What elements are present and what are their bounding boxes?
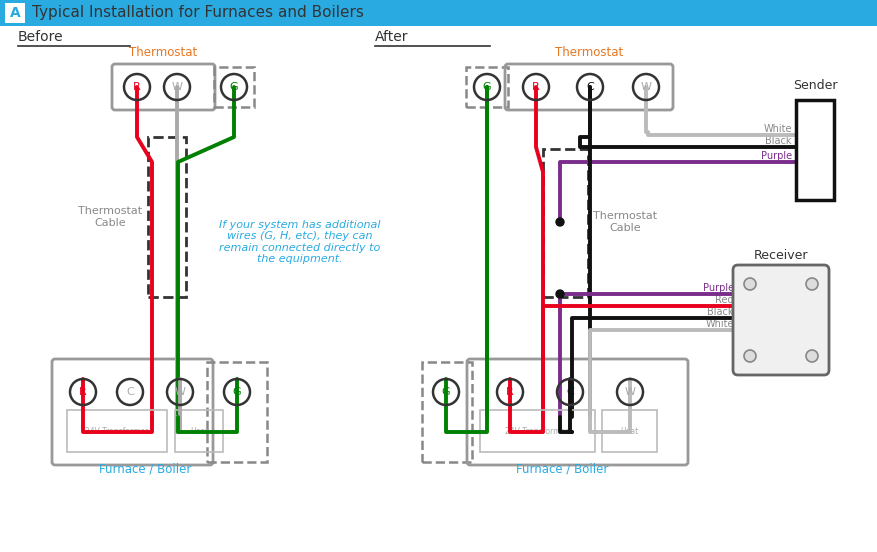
- Bar: [796, 100, 834, 200]
- Bar: [602, 410, 657, 452]
- Text: Sender: Sender: [793, 79, 838, 92]
- Text: W: W: [624, 387, 636, 397]
- Bar: [466, 67, 508, 107]
- Text: R: R: [532, 82, 540, 92]
- Text: Purple: Purple: [702, 283, 734, 293]
- Text: R: R: [506, 387, 514, 397]
- Text: Heat: Heat: [190, 427, 208, 436]
- Bar: [175, 410, 223, 452]
- Text: Furnace / Boiler: Furnace / Boiler: [517, 463, 609, 476]
- Text: Before: Before: [18, 30, 64, 44]
- Text: A: A: [10, 6, 20, 20]
- Text: G: G: [442, 387, 450, 397]
- Text: White: White: [764, 124, 792, 134]
- Bar: [543, 149, 588, 297]
- Bar: [67, 410, 167, 452]
- Text: G: G: [230, 82, 239, 92]
- Circle shape: [806, 350, 818, 362]
- Bar: [207, 362, 267, 462]
- Text: C: C: [567, 387, 574, 397]
- Bar: [148, 137, 186, 297]
- Text: Red: Red: [716, 295, 734, 305]
- Text: Thermostat
Cable: Thermostat Cable: [593, 211, 657, 233]
- Circle shape: [806, 278, 818, 290]
- Text: C: C: [586, 82, 594, 92]
- Text: W: W: [175, 387, 186, 397]
- Text: Black: Black: [766, 136, 792, 146]
- Text: Receiver: Receiver: [753, 249, 809, 262]
- Text: Thermostat
Cable: Thermostat Cable: [78, 206, 142, 228]
- Text: White: White: [705, 319, 734, 329]
- Text: Thermostat: Thermostat: [555, 46, 624, 59]
- Circle shape: [744, 350, 756, 362]
- Text: G: G: [482, 82, 491, 92]
- Text: Typical Installation for Furnaces and Boilers: Typical Installation for Furnaces and Bo…: [32, 6, 364, 20]
- Text: G: G: [232, 387, 241, 397]
- Text: W: W: [172, 82, 182, 92]
- Bar: [0, 0, 877, 26]
- Bar: [480, 410, 595, 452]
- Circle shape: [556, 290, 564, 298]
- Text: W: W: [640, 82, 652, 92]
- Text: Black: Black: [708, 307, 734, 317]
- Text: 24V Transformer: 24V Transformer: [505, 427, 568, 436]
- Circle shape: [744, 278, 756, 290]
- Bar: [214, 67, 254, 107]
- Text: If your system has additional
wires (G, H, etc), they can
remain connected direc: If your system has additional wires (G, …: [219, 220, 381, 264]
- Text: Thermostat: Thermostat: [130, 46, 197, 59]
- Text: C: C: [126, 387, 134, 397]
- Text: R: R: [79, 387, 87, 397]
- Bar: [5, 3, 25, 23]
- Text: R: R: [133, 82, 141, 92]
- Text: Purple: Purple: [761, 151, 792, 161]
- Text: Furnace / Boiler: Furnace / Boiler: [99, 463, 191, 476]
- Text: Heat: Heat: [620, 427, 638, 436]
- Text: After: After: [375, 30, 409, 44]
- FancyBboxPatch shape: [733, 265, 829, 375]
- Circle shape: [556, 218, 564, 226]
- Bar: [422, 362, 472, 462]
- Text: 24V Transformer: 24V Transformer: [85, 427, 149, 436]
- Text: Common
Maker: Common Maker: [756, 309, 806, 331]
